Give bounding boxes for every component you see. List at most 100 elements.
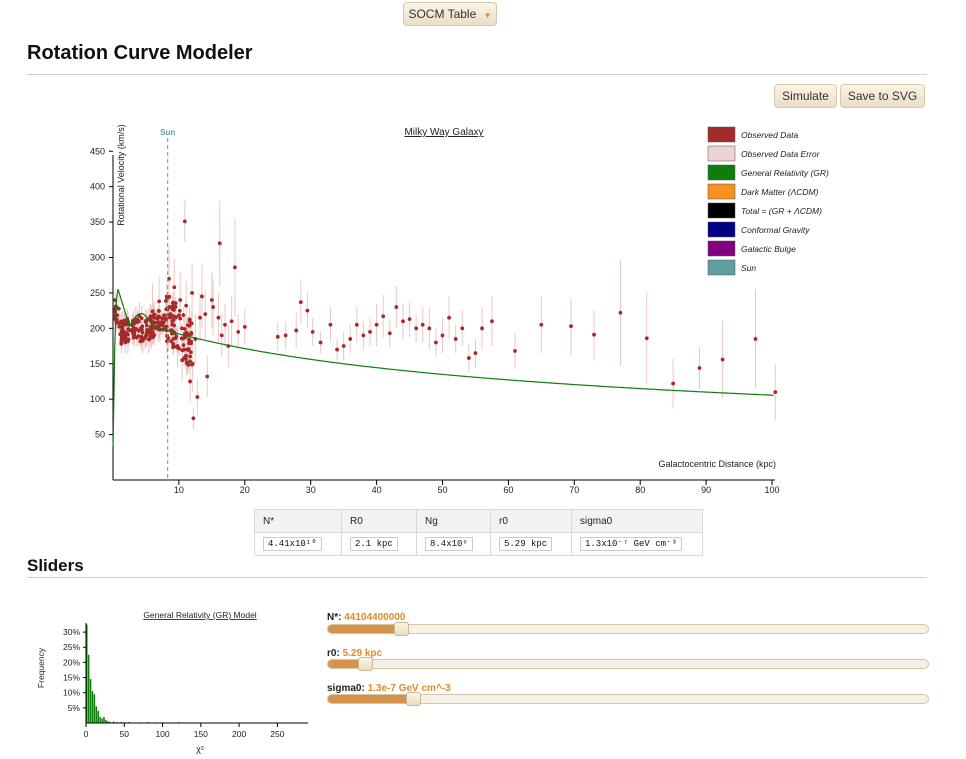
observed-data-point: [209, 298, 214, 302]
observed-data-point: [697, 366, 702, 370]
observed-data-point: [189, 339, 194, 344]
observed-data-point: [354, 322, 359, 327]
observed-data-point: [179, 336, 184, 341]
histogram-bar: [103, 716, 105, 723]
observed-data-point: [440, 333, 445, 338]
observed-data-point: [136, 328, 141, 333]
observed-data-point: [229, 319, 234, 324]
observed-data-point: [283, 333, 288, 338]
observed-data-point: [233, 265, 237, 270]
y-tick-label: 150: [90, 359, 105, 369]
slider-r0[interactable]: [327, 657, 929, 671]
histogram-bar: [87, 654, 90, 723]
y-tick-label: 300: [90, 253, 105, 263]
socm-table-dropdown[interactable]: SOCM Table ▼: [403, 2, 497, 26]
histogram-bar: [97, 710, 99, 723]
observed-data-point: [150, 309, 155, 314]
observed-data-point: [447, 315, 451, 320]
observed-data-point: [147, 337, 151, 342]
observed-data-point: [171, 318, 176, 322]
observed-data-point: [453, 337, 458, 341]
observed-data-point: [180, 358, 185, 363]
slider-handle-r0[interactable]: [358, 657, 373, 671]
observed-data-point: [150, 335, 155, 340]
y-tick-label: 450: [90, 146, 105, 156]
observed-data-point: [139, 316, 144, 321]
legend-label: Dark Matter (ΛCDM): [741, 187, 819, 197]
histogram-bar: [91, 691, 94, 723]
observed-data-point: [211, 305, 216, 309]
legend-swatch: [707, 145, 736, 162]
histogram-y-tick-label: 10%: [63, 688, 80, 698]
param-header-nstar: N*: [254, 509, 342, 533]
observed-data-point: [473, 351, 478, 356]
slider-handle-nstar[interactable]: [394, 622, 409, 636]
observed-data-point: [188, 354, 193, 359]
observed-data-point: [126, 327, 131, 332]
observed-data-point: [219, 333, 224, 338]
slider-handle-sigma0[interactable]: [406, 692, 421, 706]
chi-squared-histogram: General Relativity (GR) Model Frequency …: [36, 610, 308, 754]
observed-data-point: [184, 330, 189, 335]
slider-name-nstar: N*:: [327, 612, 342, 623]
param-value-sigma0: 1.3x10⁻⁷ GeV cm⁻³: [580, 537, 682, 551]
observed-data-point: [140, 327, 144, 332]
observed-data-point: [173, 336, 178, 341]
observed-data-point: [294, 328, 299, 333]
simulate-button[interactable]: Simulate: [774, 84, 837, 108]
observed-data-point: [348, 337, 353, 341]
observed-data-point: [157, 309, 161, 313]
histogram-bar: [101, 718, 103, 723]
histogram-x-label: χ²: [196, 744, 204, 754]
histogram-y-tick-label: 20%: [63, 657, 80, 667]
observed-data-point: [341, 344, 346, 348]
histogram-bar: [95, 706, 98, 723]
observed-data-point: [223, 322, 227, 327]
observed-data-point: [172, 323, 177, 328]
observed-data-point: [181, 313, 186, 317]
observed-data-point: [165, 339, 169, 344]
sliders-heading: Sliders: [27, 556, 84, 575]
legend-swatch: [707, 164, 736, 181]
histogram-title: General Relativity (GR) Model: [143, 610, 256, 620]
observed-data-point: [122, 338, 127, 342]
observed-data-point: [154, 316, 159, 321]
observed-data-point: [184, 303, 189, 308]
legend-swatch: [707, 183, 736, 200]
observed-data-point: [539, 322, 544, 327]
x-tick-label: 40: [372, 485, 382, 495]
y-tick-label: 100: [90, 394, 105, 404]
observed-data-point: [200, 294, 204, 299]
observed-data-point: [183, 356, 188, 360]
y-tick-label: 400: [90, 182, 105, 192]
x-tick-label: 100: [764, 485, 779, 495]
observed-data-point: [171, 342, 176, 346]
observed-data-point: [117, 324, 122, 329]
observed-data-point: [171, 345, 176, 350]
observed-data-point: [177, 313, 181, 318]
slider-nstar[interactable]: [327, 622, 929, 636]
x-tick-label: 70: [569, 485, 579, 495]
observed-data-point: [184, 360, 189, 365]
save-svg-button[interactable]: Save to SVG: [840, 84, 925, 108]
observed-data-point: [140, 335, 144, 340]
chevron-down-icon: ▼: [483, 11, 492, 20]
x-axis-label: Galactocentric Distance (kpc): [658, 459, 776, 469]
observed-data-point: [205, 374, 210, 379]
slider-fill-nstar: [328, 625, 400, 633]
observed-data-point: [180, 348, 185, 353]
histogram-x-tick-label: 50: [120, 729, 130, 739]
y-tick-label: 250: [90, 288, 105, 298]
observed-data-point: [191, 416, 196, 421]
param-header-r0: r0: [490, 509, 572, 533]
slider-sigma0[interactable]: [327, 692, 929, 706]
observed-data-point: [187, 323, 192, 328]
observed-data-point: [170, 304, 175, 309]
legend-swatch: [707, 221, 736, 238]
observed-data-point: [190, 362, 194, 367]
observed-data-point: [149, 314, 154, 319]
observed-data-point: [172, 285, 177, 290]
observed-data-point: [173, 304, 178, 309]
observed-data-point: [130, 323, 135, 328]
x-tick-label: 50: [437, 485, 447, 495]
